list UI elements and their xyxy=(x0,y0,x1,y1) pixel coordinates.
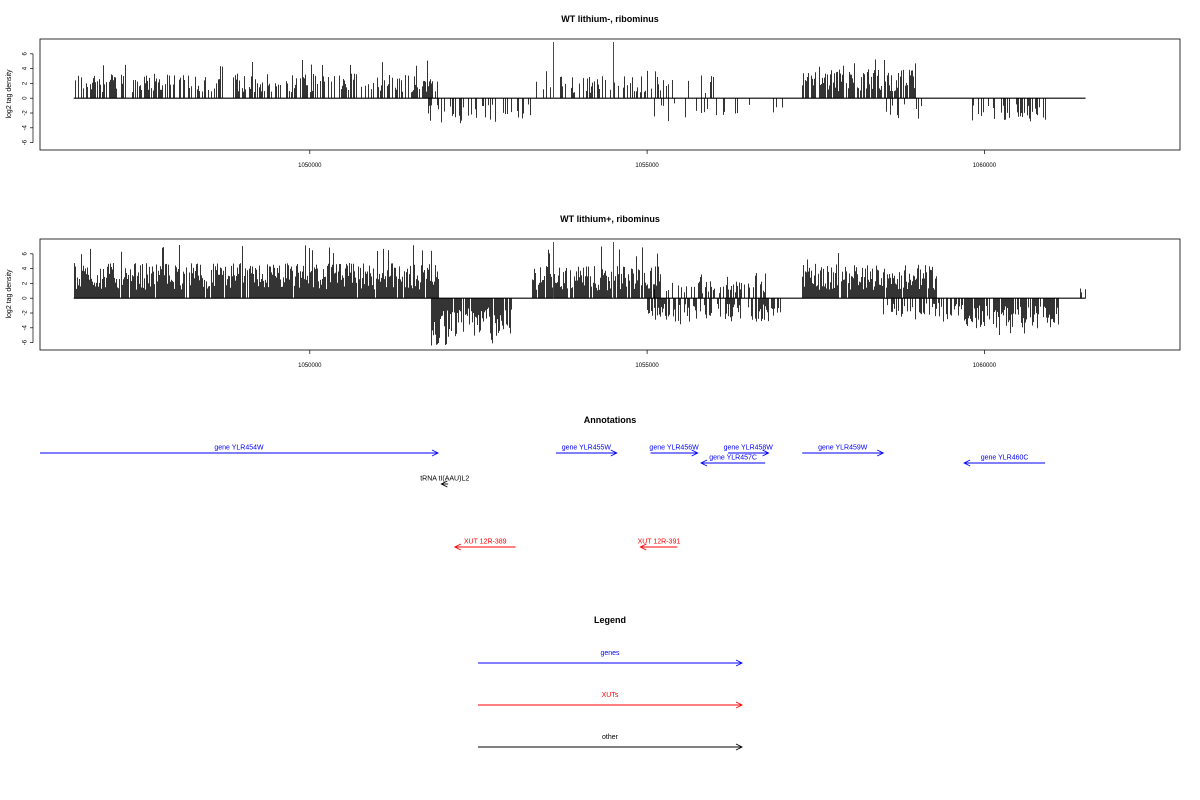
annotation-label: gene YLR454W xyxy=(214,445,264,452)
annotation-label: gene YLR459W xyxy=(818,445,868,452)
annotation-feature: gene YLR457C xyxy=(700,455,766,467)
annotation-feature: gene YLR456W xyxy=(649,445,699,457)
x-tick-label: 1055000 xyxy=(635,163,659,169)
legend-label: genes xyxy=(600,650,620,657)
y-axis: -6 -4 -2 0 2 4 6 xyxy=(23,251,34,345)
y-tick-label: -6 xyxy=(23,139,29,145)
y-tick-label: 6 xyxy=(23,51,29,55)
y-tick-label: 6 xyxy=(23,251,29,255)
annotation-label: tRNA tI(AAU)L2 xyxy=(420,476,469,483)
panel-title: WT lithium+, ribominus xyxy=(560,214,660,224)
legend-entry: other xyxy=(478,734,744,751)
track-panel-lithium-plus: WT lithium+, ribominus log2 tag density … xyxy=(6,214,1181,369)
annotations-section: Annotations gene YLR454W gene YLR455W gene… xyxy=(40,415,1046,551)
x-tick-label: 1050000 xyxy=(298,363,322,369)
annotation-feature: XUT 12R-391 xyxy=(638,539,681,551)
annotation-features: gene YLR454W gene YLR455W gene YLR456W gene… xyxy=(40,445,1046,551)
arrowhead xyxy=(963,459,971,467)
y-tick-label: 2 xyxy=(23,281,29,285)
x-tick-label: 1055000 xyxy=(635,363,659,369)
annotation-label: XUT 12R-389 xyxy=(464,539,507,546)
y-tick-label: 0 xyxy=(23,296,29,300)
arrowhead xyxy=(691,449,699,457)
y-tick-label: -6 xyxy=(23,339,29,345)
arrowhead xyxy=(876,449,885,457)
annotation-feature: gene YLR460C xyxy=(963,455,1046,467)
y-tick-label: -4 xyxy=(23,124,29,130)
annotations-title: Annotations xyxy=(584,415,637,425)
y-tick-label: 4 xyxy=(23,266,29,270)
annotation-feature: gene YLR454W xyxy=(40,445,439,457)
annotation-feature: gene YLR459W xyxy=(802,445,885,457)
arrowhead xyxy=(639,543,647,551)
panel-title: WT lithium-, ribominus xyxy=(561,14,659,24)
arrowhead xyxy=(735,701,744,709)
plot-frame xyxy=(39,238,1181,351)
arrowhead xyxy=(453,543,462,551)
arrowhead xyxy=(700,459,708,467)
legend-entries: genes XUTs other xyxy=(478,650,744,751)
legend-label: XUTs xyxy=(602,692,619,699)
track-panel-lithium-minus: WT lithium-, ribominus log2 tag density … xyxy=(6,14,1181,169)
y-axis-label: log2 tag density xyxy=(6,269,13,319)
arrowhead xyxy=(440,480,448,488)
y-tick-label: -4 xyxy=(23,324,29,330)
plot-frame xyxy=(39,38,1181,151)
y-tick-label: 0 xyxy=(23,96,29,100)
annotation-feature: XUT 12R-389 xyxy=(453,539,516,551)
x-tick-label: 1060000 xyxy=(973,363,997,369)
density-bars xyxy=(73,245,1086,346)
annotation-label: gene YLR457C xyxy=(709,455,757,462)
annotation-feature: tRNA tI(AAU)L2 xyxy=(420,476,469,488)
legend-label: other xyxy=(602,734,619,741)
y-tick-label: -2 xyxy=(23,310,29,316)
annotation-label: gene YLR455W xyxy=(562,445,612,452)
y-tick-label: 2 xyxy=(23,81,29,85)
annotation-label: gene YLR456W xyxy=(649,445,699,452)
x-axis: 1050000 1055000 1060000 xyxy=(298,150,997,169)
y-tick-label: -2 xyxy=(23,110,29,116)
annotation-label: gene YLR460C xyxy=(981,455,1029,462)
annotation-feature: gene YLR455W xyxy=(556,445,618,457)
arrowhead xyxy=(431,449,439,457)
legend-entry: genes xyxy=(478,650,744,667)
density-bars xyxy=(73,59,1086,124)
y-tick-label: 4 xyxy=(23,66,29,70)
y-axis-label: log2 tag density xyxy=(6,69,13,119)
annotation-feature: gene YLR458W xyxy=(724,445,774,457)
arrowhead xyxy=(610,449,618,457)
legend-entry: XUTs xyxy=(478,692,744,709)
annotation-label: gene YLR458W xyxy=(724,445,774,452)
legend-title: Legend xyxy=(594,615,626,625)
highlight-lines xyxy=(553,42,614,99)
arrowhead xyxy=(735,659,744,667)
x-tick-label: 1050000 xyxy=(298,163,322,169)
arrowhead xyxy=(735,743,744,751)
x-axis: 1050000 1055000 1060000 xyxy=(298,350,997,369)
arrowhead xyxy=(762,449,770,457)
highlight-lines xyxy=(553,242,614,299)
x-tick-label: 1060000 xyxy=(973,163,997,169)
y-axis: -6 -4 -2 0 2 4 6 xyxy=(23,51,34,145)
legend-section: Legend genes XUTs other xyxy=(478,615,744,751)
annotation-label: XUT 12R-391 xyxy=(638,539,681,546)
